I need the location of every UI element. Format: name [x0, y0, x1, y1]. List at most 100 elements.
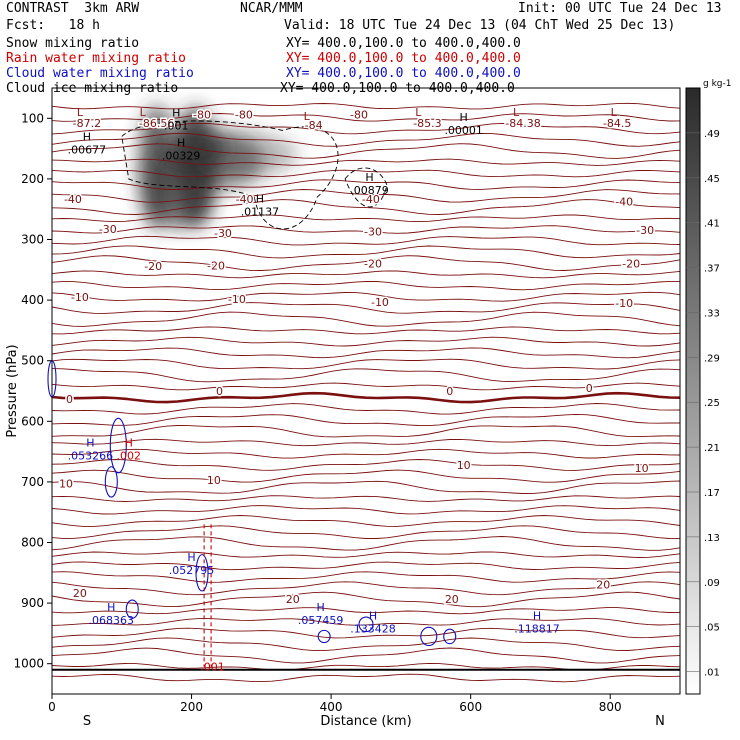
maximum-value: .133428 [350, 622, 396, 635]
isotherm-line [51, 169, 681, 178]
plot-labels: -87.2 -86.56 -80 -80 -84 -80 -85.3 -84.38 -84.5 -… [57, 106, 655, 674]
colorbar-label: .09 [704, 578, 720, 589]
colorbar-label: .41 [704, 219, 720, 230]
maximum-value: .068363 [89, 614, 135, 627]
isotherm-line [51, 561, 681, 571]
isotherm-line [51, 581, 681, 596]
maximum-marker: H [317, 601, 325, 614]
isotherm-line [51, 143, 681, 159]
isotherm-line [51, 214, 681, 223]
isotherm-label: -84 [305, 119, 323, 132]
maximum-marker: H [187, 551, 195, 564]
y-axis-label: Pressure (hPa) [5, 344, 20, 437]
maximum-value: .001 [200, 661, 225, 674]
isotherm-line [51, 607, 681, 615]
x-tick-label: 200 [180, 700, 203, 714]
isotherm-label: 10 [59, 478, 73, 491]
header-fcst: Fcst: 18 h [6, 18, 100, 33]
isotherm-label: -85.3 [413, 117, 441, 130]
low-marker: L [611, 106, 618, 119]
isotherm-line [51, 469, 681, 483]
isotherm-label: 10 [457, 459, 471, 472]
colorbar-bar [685, 87, 701, 695]
maximum-marker: H [125, 437, 133, 450]
isotherm-line [51, 627, 681, 639]
isotherm-line [51, 618, 681, 626]
cloud-water-contour [317, 629, 331, 644]
cloud-water-contour [358, 616, 374, 633]
isotherm-line [51, 480, 681, 494]
isotherm-label: -40 [236, 193, 254, 206]
isotherm-label: 20 [445, 593, 459, 606]
colorbar-label: .01 [704, 668, 720, 679]
y-tick-label: 900 [21, 596, 44, 610]
isotherm-line [51, 403, 681, 415]
isotherm-line [51, 637, 681, 652]
low-marker: L [77, 106, 84, 119]
isotherm-line [51, 591, 681, 608]
maximum-value: .002 [117, 450, 142, 463]
isotherm-line [51, 336, 681, 347]
low-marker: L [415, 106, 422, 119]
isotherm-line [51, 113, 681, 122]
isotherm-label: -10 [371, 296, 389, 309]
rain-contour [203, 524, 212, 667]
isotherm-label: 20 [73, 587, 87, 600]
isotherm-line [51, 122, 681, 135]
isotherm-label: -84.38 [505, 117, 540, 130]
isotherm-label: -20 [364, 258, 382, 271]
isotherm-label: 0 [216, 385, 223, 398]
isotherm-line [51, 291, 681, 302]
isotherm-label: -20 [622, 258, 640, 271]
isotherm-line [51, 347, 681, 359]
y-tick-label: 400 [21, 293, 44, 307]
isotherm-line [51, 189, 680, 203]
isotherm-line [51, 158, 681, 166]
y-tick-label: 100 [21, 111, 44, 125]
isotherm-line [51, 225, 681, 234]
cloud-water-contour [443, 628, 457, 645]
isotherm-line [51, 525, 681, 540]
isotherm-line [51, 245, 681, 259]
field-cloudwater-xy: XY= 400.0,100.0 to 400.0,400.0 [286, 66, 521, 81]
isotherm-line [51, 647, 681, 664]
isotherm-line [51, 438, 681, 447]
low-marker: L [140, 106, 147, 119]
isotherm-label: -20 [144, 260, 162, 273]
isotherm-label: -40 [362, 193, 380, 206]
colorbar-label: .13 [704, 533, 720, 544]
colorbar-label: .33 [704, 308, 720, 319]
isotherm-line [51, 673, 681, 683]
low-marker: L [513, 106, 520, 119]
isotherm-line [51, 382, 681, 391]
header-center: NCAR/MMM [240, 1, 303, 16]
isotherm-line [51, 551, 681, 558]
isotherm-label: -80 [235, 109, 253, 122]
cloud-water-contour [109, 417, 127, 474]
isotherm-label: -84.5 [603, 117, 631, 130]
isotherm-label: -40 [615, 195, 633, 208]
isotherm-label: -80 [193, 109, 211, 122]
isotherm-label: -30 [636, 224, 654, 237]
isotherm-label: 0 [66, 393, 73, 406]
maximum-marker: H [172, 106, 180, 119]
isotherm-label: -86.56 [139, 117, 174, 130]
cloud-water-contour [125, 599, 139, 619]
isotherm-line [51, 505, 681, 515]
maximum-marker: H [533, 609, 541, 622]
snow-shade-blob [156, 128, 227, 169]
header-model: CONTRAST 3km ARW [6, 1, 140, 16]
isotherm-line [51, 448, 681, 459]
maximum-marker: H [177, 137, 185, 150]
isotherm-label: -87.2 [73, 117, 101, 130]
plot-frame [51, 87, 681, 695]
colorbar-label: .21 [704, 443, 720, 454]
isotherm-line [51, 425, 681, 438]
isotherm-label: 10 [635, 462, 649, 475]
left-end-label: S [83, 714, 91, 729]
maximum-marker: H [369, 609, 377, 622]
maximum-marker: H [460, 111, 468, 124]
snow-shading [138, 104, 298, 229]
y-tick-label: 600 [21, 414, 44, 428]
